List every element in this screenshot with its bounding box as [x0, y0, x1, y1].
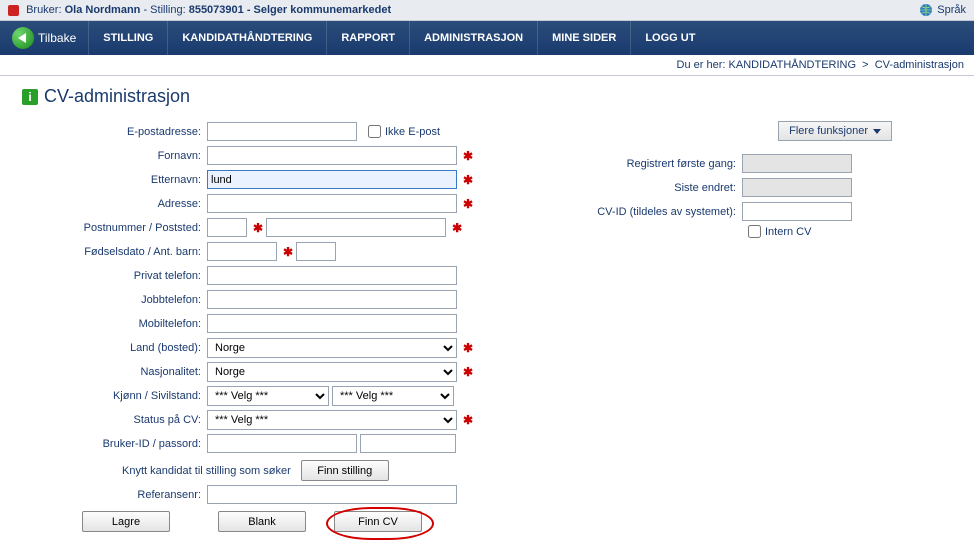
- input-brukerid[interactable]: [207, 434, 357, 453]
- input-etternavn[interactable]: [207, 170, 457, 189]
- required-land: ✱: [463, 341, 473, 355]
- bruker-name: Ola Nordmann: [65, 4, 141, 16]
- back-button[interactable]: Tilbake: [0, 27, 88, 49]
- info-icon: i: [22, 89, 38, 105]
- chevron-down-icon: [873, 129, 881, 134]
- stilling-label: - Stilling:: [143, 4, 185, 16]
- label-mobtlf: Mobiltelefon:: [22, 318, 207, 330]
- input-cvid[interactable]: [742, 202, 852, 221]
- input-mobtlf[interactable]: [207, 314, 457, 333]
- topbar: Bruker: Ola Nordmann - Stilling: 8550739…: [0, 0, 974, 21]
- input-poststed[interactable]: [266, 218, 446, 237]
- label-epost: E-postadresse:: [22, 126, 207, 138]
- select-kjonn[interactable]: *** Velg ***: [207, 386, 329, 406]
- finn-cv-highlight: Finn CV: [334, 511, 422, 532]
- nav-mine-sider[interactable]: MINE SIDER: [537, 21, 630, 55]
- label-postnr: Postnummer / Poststed:: [22, 222, 207, 234]
- input-postnummer[interactable]: [207, 218, 247, 237]
- checkbox-ikke-epost[interactable]: [368, 125, 381, 138]
- stilling-id: 855073901: [189, 4, 244, 16]
- label-fodsel: Fødselsdato / Ant. barn:: [22, 246, 207, 258]
- label-privtlf: Privat telefon:: [22, 270, 207, 282]
- required-poststed: ✱: [452, 221, 462, 235]
- select-nasjonalitet[interactable]: Norge: [207, 362, 457, 382]
- label-fornavn: Fornavn:: [22, 150, 207, 162]
- language-switch[interactable]: Språk: [919, 3, 966, 17]
- finn-cv-button[interactable]: Finn CV: [334, 511, 422, 532]
- form-left-column: E-postadresse: Ikke E-post Fornavn: ✱ E: [22, 121, 502, 532]
- input-jobbtlf[interactable]: [207, 290, 457, 309]
- label-ref: Referansenr:: [22, 489, 207, 501]
- select-sivilstand[interactable]: *** Velg ***: [332, 386, 454, 406]
- label-land: Land (bosted):: [22, 342, 207, 354]
- input-privtlf[interactable]: [207, 266, 457, 285]
- label-jobbtlf: Jobbtelefon:: [22, 294, 207, 306]
- required-fodsel: ✱: [283, 245, 293, 259]
- breadcrumb: Du er her: KANDIDATHÅNDTERING > CV-admin…: [0, 55, 974, 76]
- globe-icon: [919, 3, 933, 17]
- label-registrert: Registrert første gang:: [552, 158, 742, 170]
- brand-icon: [8, 5, 19, 16]
- checkbox-intern-cv[interactable]: [748, 225, 761, 238]
- input-fornavn[interactable]: [207, 146, 457, 165]
- nav-rapport[interactable]: RAPPORT: [326, 21, 409, 55]
- lagre-button[interactable]: Lagre: [82, 511, 170, 532]
- finn-stilling-button[interactable]: Finn stilling: [301, 460, 389, 481]
- required-fornavn: ✱: [463, 149, 473, 163]
- action-buttons: Lagre Blank Finn CV: [82, 511, 502, 532]
- breadcrumb-current: CV-administrasjon: [875, 59, 964, 71]
- breadcrumb-prefix: Du er her:: [677, 59, 726, 71]
- navbar: Tilbake STILLING KANDIDATHÅNDTERING RAPP…: [0, 21, 974, 55]
- required-nasj: ✱: [463, 365, 473, 379]
- flere-funksjoner-button[interactable]: Flere funksjoner: [778, 121, 892, 141]
- back-arrow-icon: [12, 27, 34, 49]
- required-etternavn: ✱: [463, 173, 473, 187]
- input-fodselsdato[interactable]: [207, 242, 277, 261]
- bruker-label: Bruker:: [26, 4, 61, 16]
- required-adresse: ✱: [463, 197, 473, 211]
- input-epost[interactable]: [207, 122, 357, 141]
- checkbox-ikke-epost-wrap[interactable]: Ikke E-post: [368, 125, 440, 138]
- input-adresse[interactable]: [207, 194, 457, 213]
- label-cvid: CV-ID (tildeles av systemet):: [552, 206, 742, 218]
- flere-label: Flere funksjoner: [789, 125, 868, 137]
- input-registrert: [742, 154, 852, 173]
- nav-logg-ut[interactable]: LOGG UT: [630, 21, 709, 55]
- input-referansenr[interactable]: [207, 485, 457, 504]
- back-label: Tilbake: [38, 31, 76, 45]
- label-ikke-epost: Ikke E-post: [385, 126, 440, 138]
- input-passord[interactable]: [360, 434, 456, 453]
- breadcrumb-link-a[interactable]: KANDIDATHÅNDTERING: [729, 59, 857, 71]
- nav-kandidathandtering[interactable]: KANDIDATHÅNDTERING: [167, 21, 326, 55]
- input-sist-endret: [742, 178, 852, 197]
- label-etternavn: Etternavn:: [22, 174, 207, 186]
- page-title-text: CV-administrasjon: [44, 86, 190, 107]
- stilling-desc: - Selger kommunemarkedet: [247, 4, 391, 16]
- required-postnummer: ✱: [253, 221, 263, 235]
- input-antbarn[interactable]: [296, 242, 336, 261]
- label-knytt: Knytt kandidat til stilling som søker: [22, 465, 301, 477]
- label-adresse: Adresse:: [22, 198, 207, 210]
- checkbox-intern-cv-wrap[interactable]: Intern CV: [748, 225, 892, 238]
- blank-button[interactable]: Blank: [218, 511, 306, 532]
- breadcrumb-sep: >: [862, 59, 868, 71]
- page-body: i CV-administrasjon E-postadresse: Ikke …: [0, 76, 974, 542]
- select-status-cv[interactable]: *** Velg ***: [207, 410, 457, 430]
- form-right-column: Flere funksjoner Registrert første gang:…: [552, 121, 892, 532]
- label-nasj: Nasjonalitet:: [22, 366, 207, 378]
- nav-administrasjon[interactable]: ADMINISTRASJON: [409, 21, 537, 55]
- label-status: Status på CV:: [22, 414, 207, 426]
- label-intern-cv: Intern CV: [765, 226, 811, 238]
- label-sist-endret: Siste endret:: [552, 182, 742, 194]
- label-brukerid: Bruker-ID / passord:: [22, 438, 207, 450]
- page-title: i CV-administrasjon: [22, 86, 952, 107]
- topbar-user-info: Bruker: Ola Nordmann - Stilling: 8550739…: [8, 4, 391, 16]
- nav-stilling[interactable]: STILLING: [88, 21, 167, 55]
- required-status: ✱: [463, 413, 473, 427]
- select-land[interactable]: Norge: [207, 338, 457, 358]
- language-label: Språk: [937, 4, 966, 16]
- label-kjonn: Kjønn / Sivilstand:: [22, 390, 207, 402]
